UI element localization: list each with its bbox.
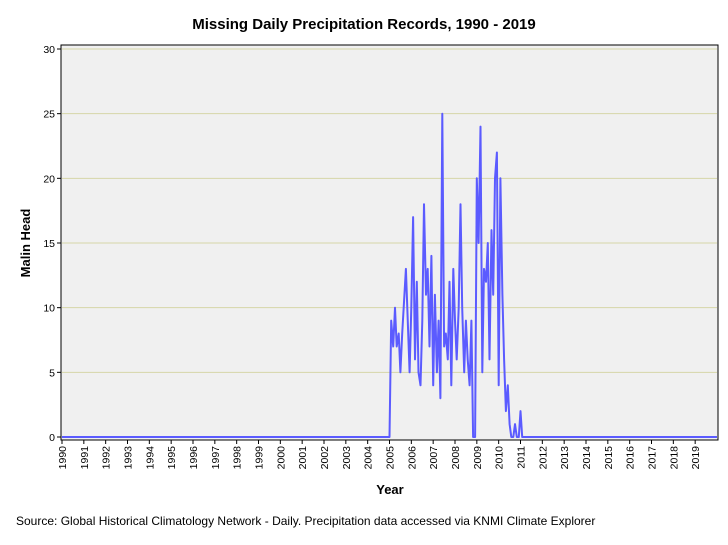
y-tick-label: 25 [43,109,55,121]
series-group [62,112,717,438]
series-line [62,112,717,438]
x-tick-label: 2017 [647,446,659,470]
x-axis: 1990 1991 1992 1993 1994 1995 1996 1997 1998 1999… [57,440,702,469]
x-tick-label: 1996 [188,446,200,470]
x-tick-label: 2018 [668,446,680,470]
x-tick-label: 1998 [232,446,244,470]
x-tick-label: 2001 [297,446,309,470]
x-tick-label: 1991 [79,446,91,470]
x-axis-title: Year [376,482,403,497]
y-tick-label: 5 [49,367,55,379]
x-tick-label: 2005 [385,446,397,470]
x-tick-label: 2012 [537,446,549,470]
x-tick-label: 2015 [603,446,615,470]
x-tick-label: 1993 [123,446,135,470]
x-tick-label: 2004 [363,446,375,470]
x-tick-label: 2000 [275,446,287,470]
chart-title: Missing Daily Precipitation Records, 199… [192,16,536,33]
x-tick-label: 2011 [516,446,528,469]
x-tick-label: 1992 [101,446,113,470]
x-tick-label: 2007 [428,446,440,470]
x-tick-label: 2003 [341,446,353,470]
x-tick-label: 1995 [166,446,178,470]
x-tick-label: 1999 [254,446,266,470]
x-tick-label: 2009 [472,446,484,470]
x-tick-label: 2019 [690,446,702,470]
y-tick-label: 30 [43,44,55,56]
x-tick-label: 2013 [559,446,571,470]
x-tick-label: 2014 [581,446,593,470]
x-tick-label: 2008 [450,446,462,470]
x-tick-label: 2010 [494,446,506,470]
source-note: Source: Global Historical Climatology Ne… [16,514,596,528]
y-tick-label: 15 [43,238,55,250]
y-tick-label: 20 [43,173,55,185]
y-axis: 0 5 10 15 20 25 30 [43,44,61,444]
x-tick-label: 1990 [57,446,69,470]
x-tick-label: 2002 [319,446,331,470]
x-tick-label: 2006 [406,446,418,470]
y-tick-label: 10 [43,303,55,315]
x-tick-label: 2016 [625,446,637,470]
y-axis-title: Malin Head [18,209,33,278]
x-tick-label: 1994 [144,446,156,470]
y-tick-label: 0 [49,432,55,444]
x-tick-label: 1997 [210,446,222,470]
